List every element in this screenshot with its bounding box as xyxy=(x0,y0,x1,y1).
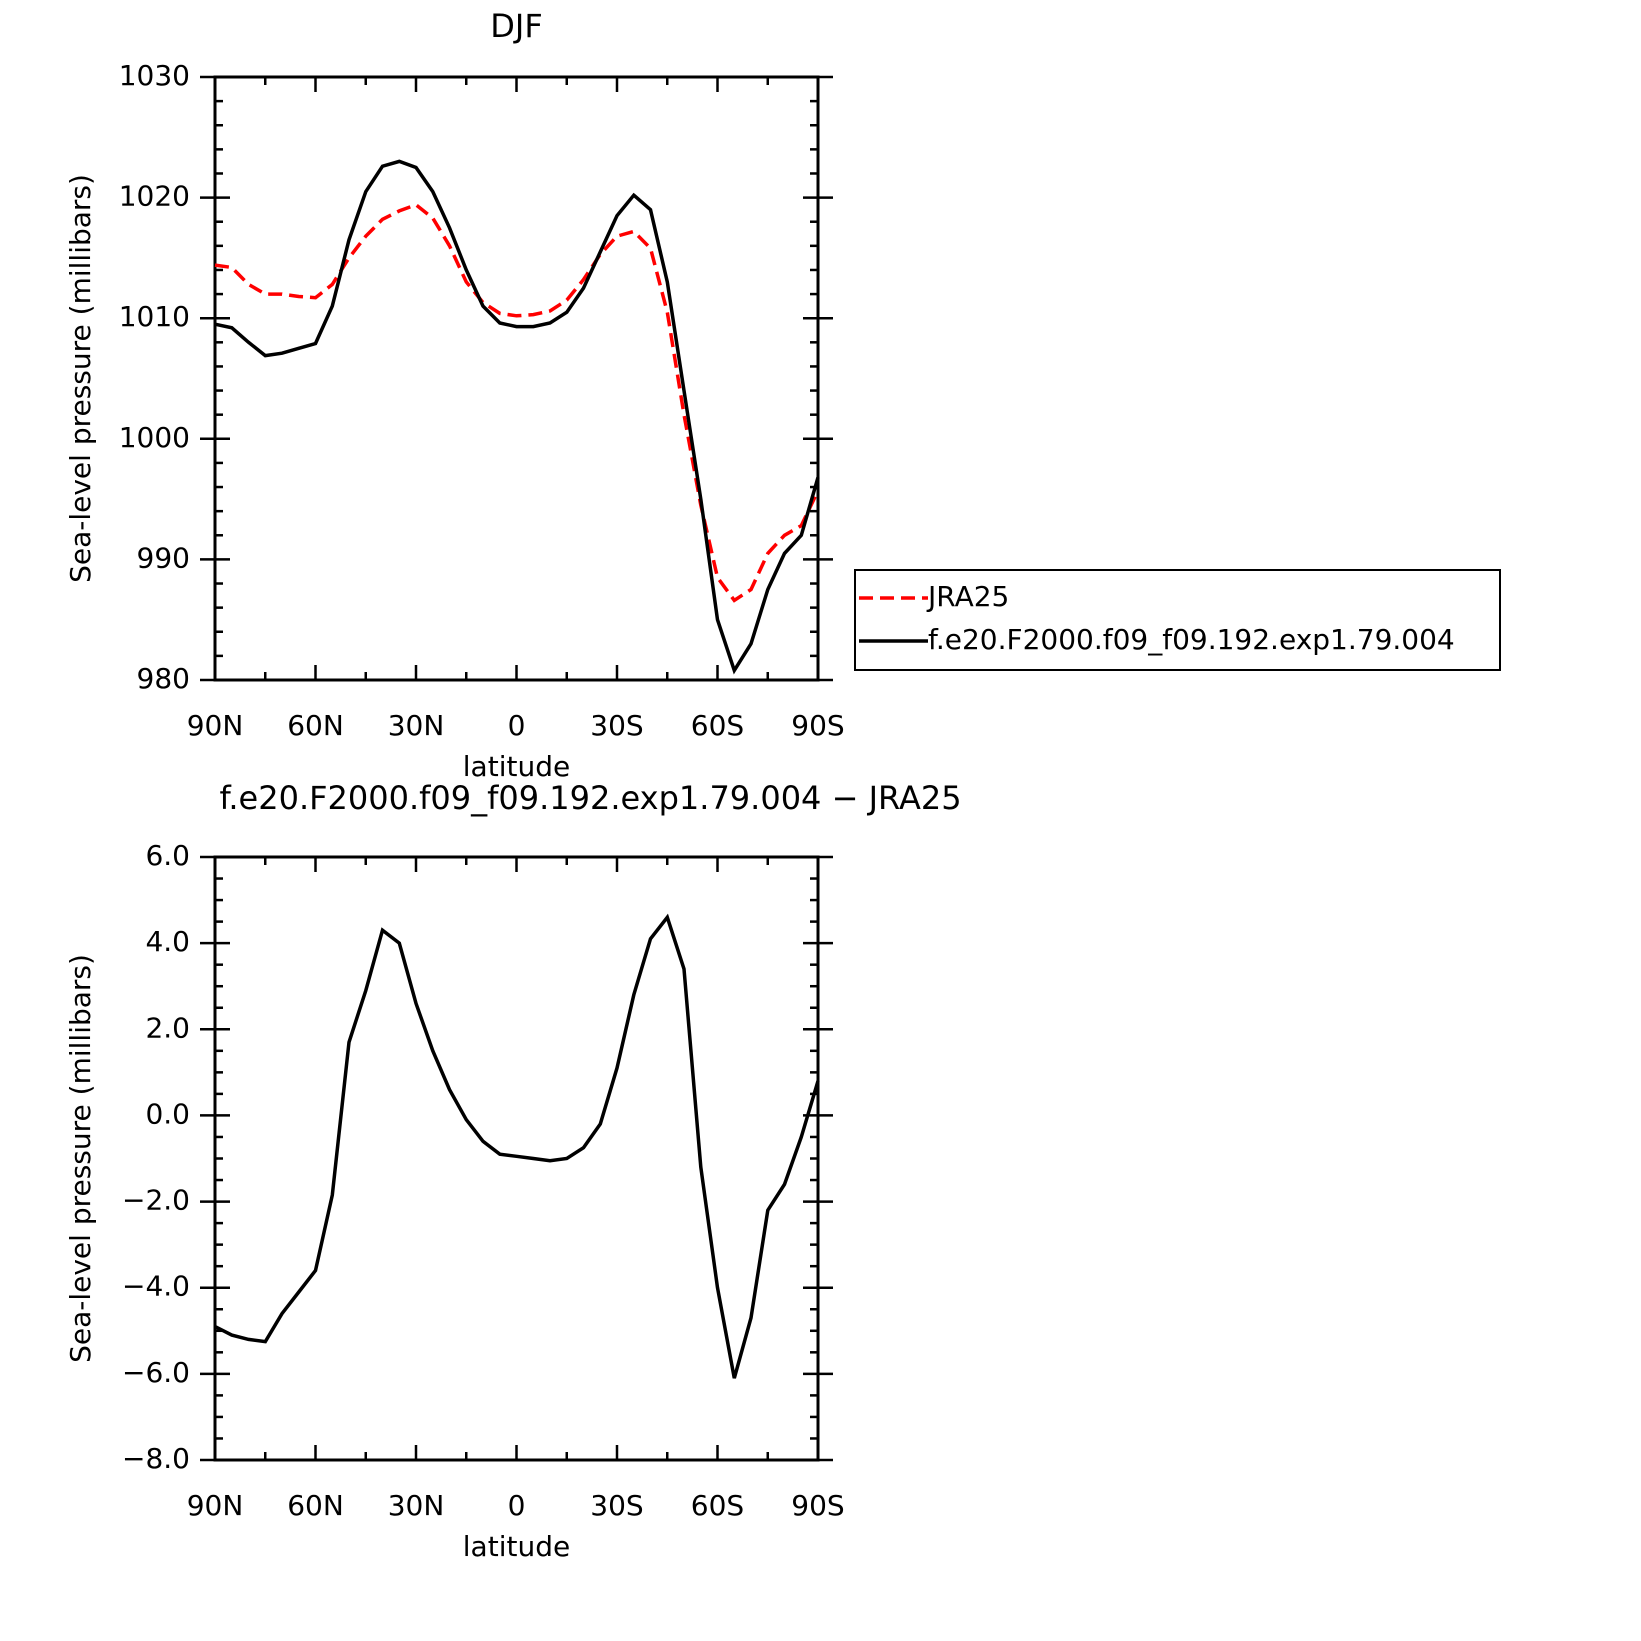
y-tick-label: 0.0 xyxy=(145,1097,190,1130)
y-tick-label: −4.0 xyxy=(122,1270,190,1303)
chart-title: f.e20.F2000.f09_f09.192.exp1.79.004 − JR… xyxy=(219,779,961,817)
chart-title: DJF xyxy=(490,7,542,45)
x-tick-label: 60S xyxy=(691,1489,744,1522)
y-axis-label: Sea-level pressure (millibars) xyxy=(64,174,97,583)
x-tick-label: 0 xyxy=(508,1489,526,1522)
legend-label: JRA25 xyxy=(926,580,1009,613)
data-line xyxy=(214,913,820,1379)
data-line xyxy=(214,202,820,603)
x-axis-label: latitude xyxy=(463,750,570,783)
y-tick-label: 4.0 xyxy=(145,925,190,958)
y-tick-label: 1000 xyxy=(119,421,190,454)
x-tick-label: 90N xyxy=(187,1489,244,1522)
plot-frame xyxy=(213,855,820,1462)
x-tick-label: 60N xyxy=(287,1489,344,1522)
y-tick-label: 2.0 xyxy=(145,1011,190,1044)
x-tick-label: 30N xyxy=(388,1489,445,1522)
x-axis-label: latitude xyxy=(463,1530,570,1563)
y-tick-label: 6.0 xyxy=(145,839,190,872)
x-tick-label: 30N xyxy=(388,709,445,742)
x-tick-label: 0 xyxy=(508,709,526,742)
y-tick-label: 1020 xyxy=(119,180,190,213)
y-tick-label: −6.0 xyxy=(122,1356,190,1389)
legend-box xyxy=(854,569,1501,671)
x-tick-label: 90S xyxy=(791,709,844,742)
x-tick-label: 90N xyxy=(187,709,244,742)
y-tick-label: 990 xyxy=(137,541,190,574)
y-tick-label: −8.0 xyxy=(122,1442,190,1475)
data-line xyxy=(214,159,820,675)
y-tick-label: 1030 xyxy=(119,59,190,92)
y-tick-label: −2.0 xyxy=(122,1184,190,1217)
y-tick-label: 1010 xyxy=(119,300,190,333)
x-tick-label: 30S xyxy=(590,1489,643,1522)
x-tick-label: 30S xyxy=(590,709,643,742)
x-tick-label: 90S xyxy=(791,1489,844,1522)
x-tick-label: 60N xyxy=(287,709,344,742)
legend-label: f.e20.F2000.f09_f09.192.exp1.79.004 xyxy=(928,623,1455,656)
y-tick-label: 980 xyxy=(137,662,190,695)
x-tick-label: 60S xyxy=(691,709,744,742)
y-axis-label: Sea-level pressure (millibars) xyxy=(64,954,97,1363)
